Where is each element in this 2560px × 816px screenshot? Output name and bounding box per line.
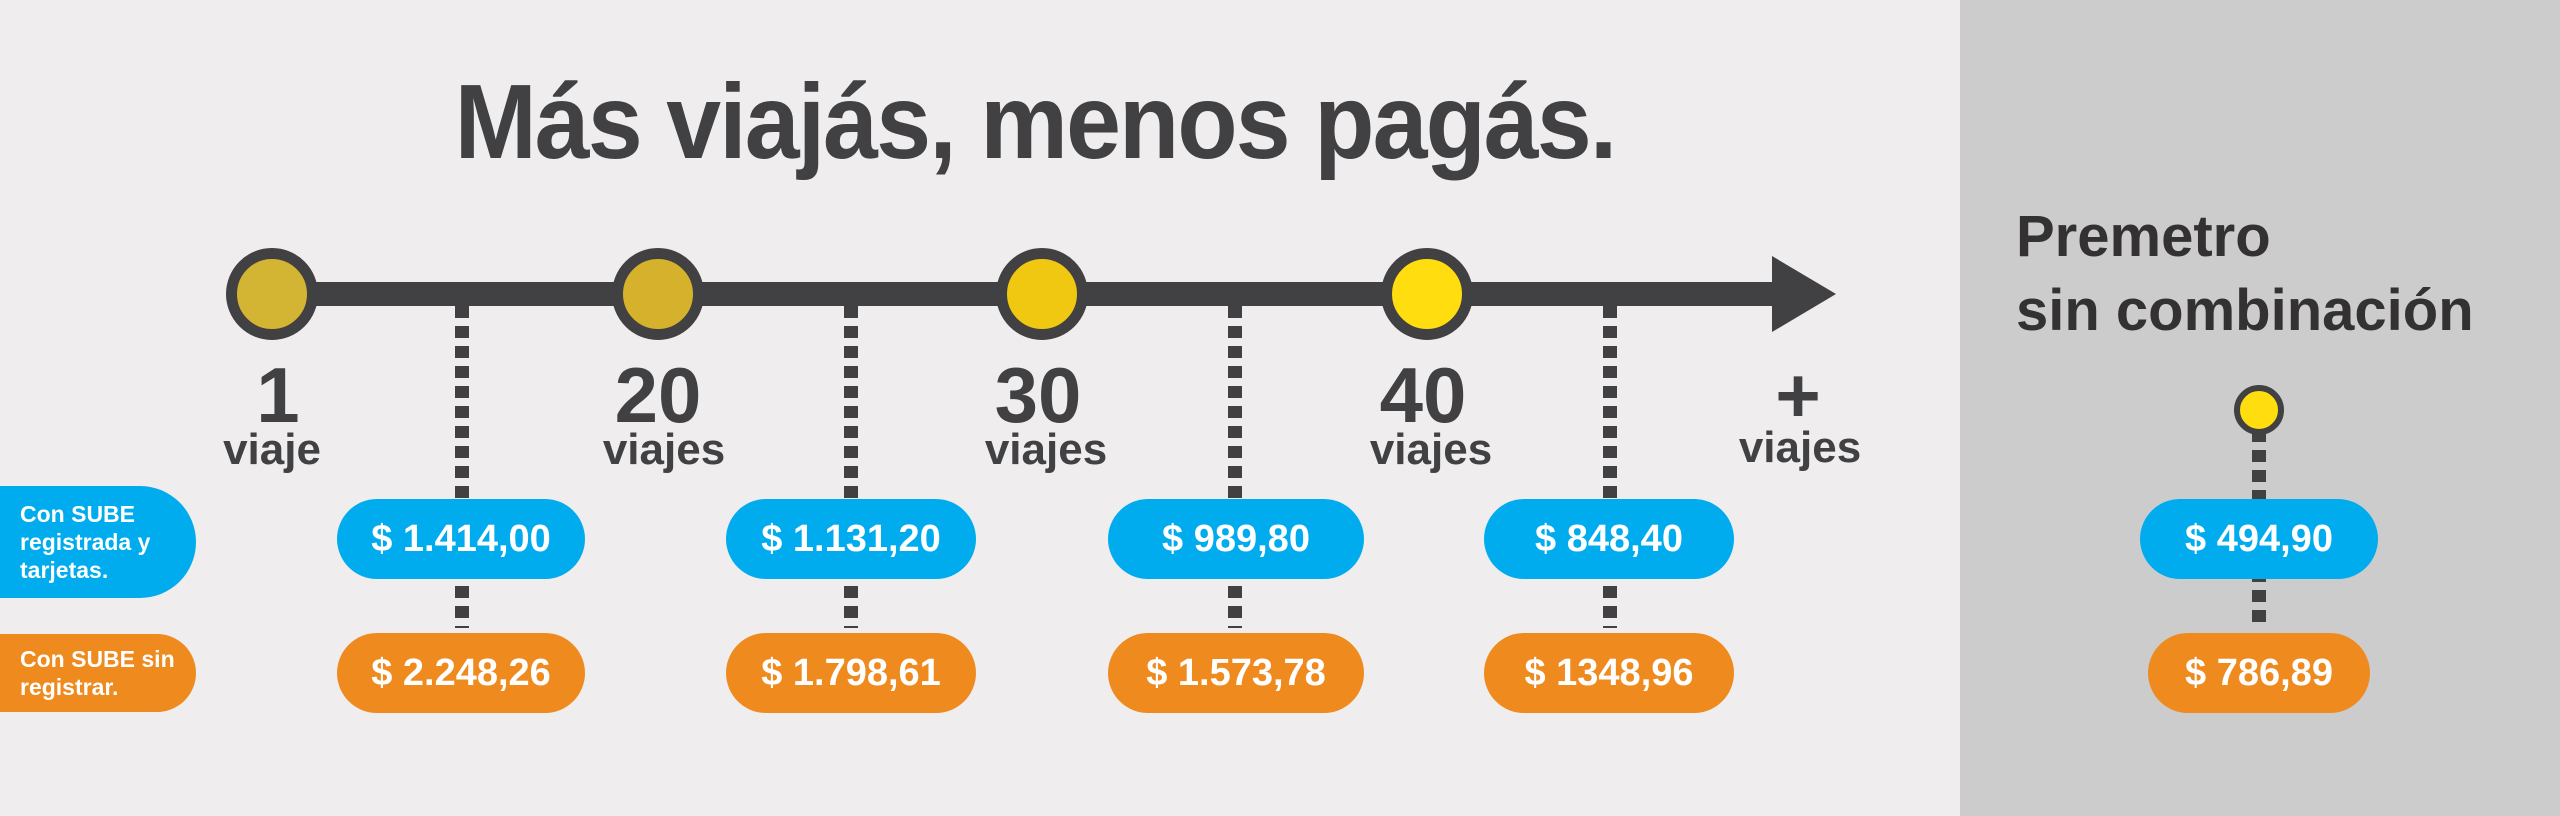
tick-number: 40 xyxy=(1379,351,1467,439)
tick-number: 30 xyxy=(994,351,1082,439)
node-20-trips xyxy=(612,248,704,340)
premetro-node xyxy=(2234,385,2284,435)
tick-unit: viaje xyxy=(223,425,321,474)
price-registered: $ 1.414,00 xyxy=(337,499,585,579)
connector-2 xyxy=(844,306,858,628)
connector-4 xyxy=(1603,306,1617,628)
legend-unregistered: Con SUBE sin registrar. xyxy=(0,634,196,712)
tick-number: + xyxy=(1775,351,1821,439)
tick-number: 20 xyxy=(614,351,702,439)
page-title: Más viajás, menos pagás. xyxy=(454,63,1618,181)
tick-unit: viajes xyxy=(1738,423,1862,472)
premetro-price-registered: $ 494,90 xyxy=(2140,499,2378,579)
tick-unit: viajes xyxy=(984,425,1108,474)
price-unregistered: $ 1.798,61 xyxy=(726,633,976,713)
price-unregistered: $ 1.573,78 xyxy=(1108,633,1364,713)
price-registered: $ 848,40 xyxy=(1484,499,1734,579)
tick-unit: viajes xyxy=(602,425,726,474)
premetro-title-line2: sin combinación xyxy=(2016,278,2474,343)
node-1-trip xyxy=(226,248,318,340)
tick-number: 1 xyxy=(256,351,300,439)
price-unregistered: $ 2.248,26 xyxy=(337,633,585,713)
price-unregistered: $ 1348,96 xyxy=(1484,633,1734,713)
premetro-title: Premetro sin combinación xyxy=(2016,200,2474,348)
legend-registered: Con SUBE registrada y tarjetas. xyxy=(0,486,196,598)
premetro-title-line1: Premetro xyxy=(2016,204,2271,269)
node-30-trips xyxy=(996,248,1088,340)
premetro-price-unregistered: $ 786,89 xyxy=(2148,633,2370,713)
arrow-right-icon xyxy=(1772,256,1836,332)
price-registered: $ 989,80 xyxy=(1108,499,1364,579)
connector-1 xyxy=(455,306,469,628)
node-40-trips xyxy=(1381,248,1473,340)
connector-3 xyxy=(1228,306,1242,628)
tick-unit: viajes xyxy=(1369,425,1493,474)
price-registered: $ 1.131,20 xyxy=(726,499,976,579)
